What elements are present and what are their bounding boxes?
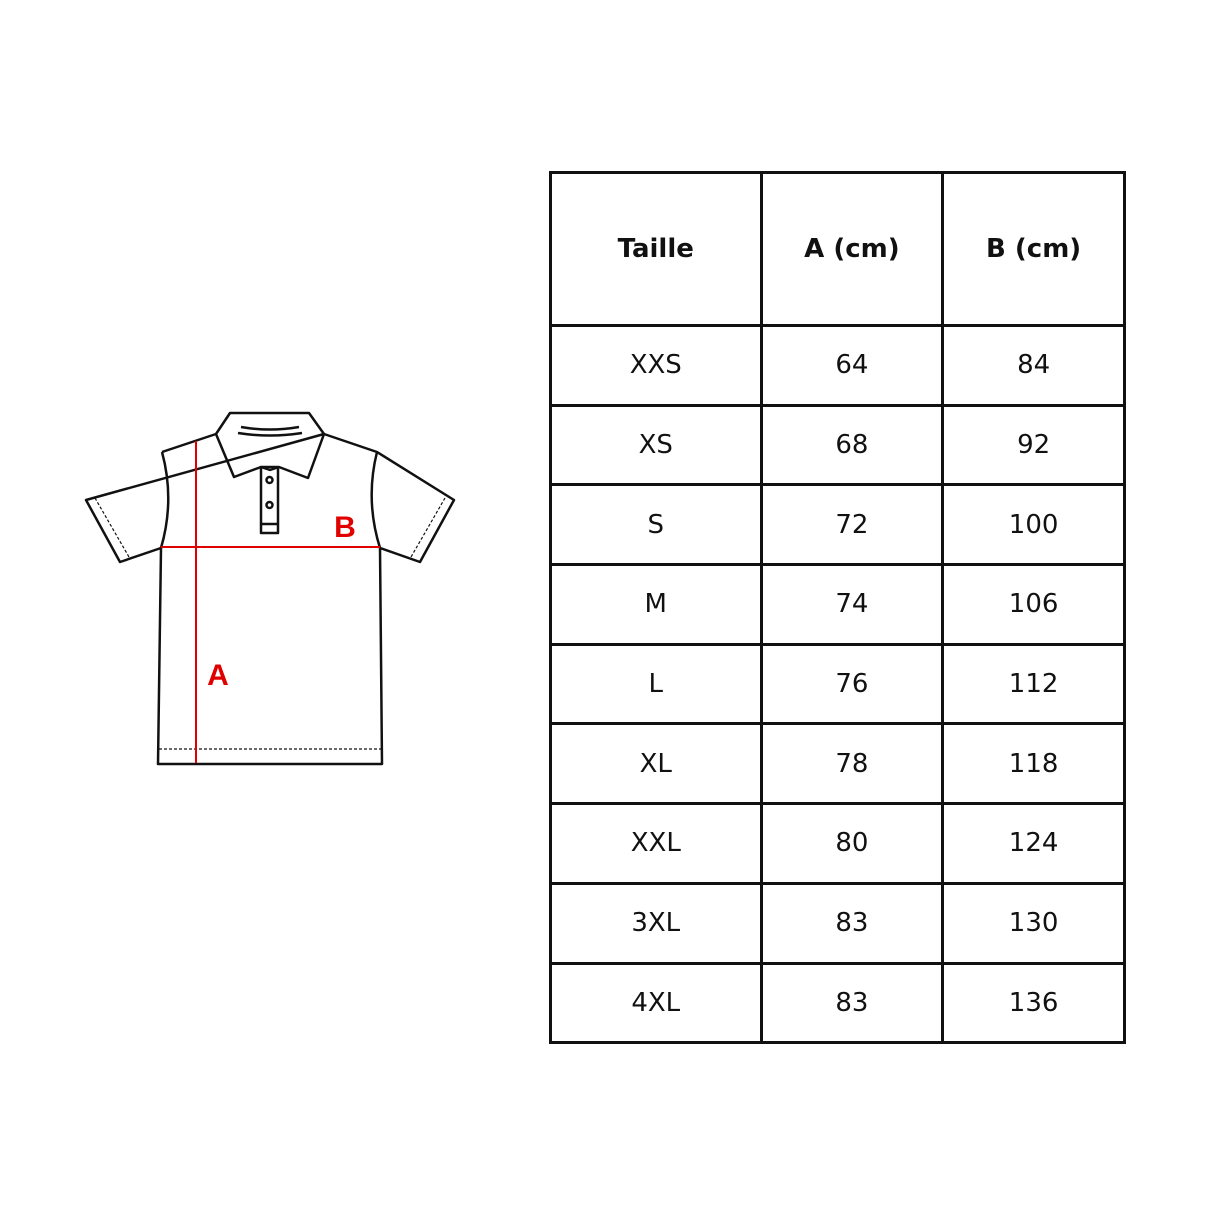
cell-b-value: 106 <box>941 563 1126 646</box>
cell-a-value: 68 <box>759 403 945 487</box>
cell-b-value: 124 <box>941 802 1126 885</box>
stitch-lines <box>94 497 446 750</box>
cell-size: M <box>549 563 763 646</box>
cell-size: 4XL <box>549 961 763 1045</box>
label-b: B <box>334 511 356 544</box>
cell-size: XS <box>549 403 763 487</box>
cell-a-value: 64 <box>759 324 945 407</box>
table-row: 3XL 83 130 <box>549 881 1126 965</box>
table-row: S 72 100 <box>549 483 1126 567</box>
cell-a-value: 74 <box>759 563 945 646</box>
cell-a-value: 80 <box>759 802 945 885</box>
table-row: XXL 80 124 <box>549 802 1126 885</box>
header-a: A (cm) <box>759 171 945 327</box>
cell-a-value: 72 <box>759 483 945 567</box>
measure-lines <box>161 441 380 763</box>
table-header-row: Taille A (cm) B (cm) <box>549 171 1126 327</box>
table-row: M 74 106 <box>549 563 1126 646</box>
table-row: XL 78 118 <box>549 722 1126 806</box>
cell-b-value: 130 <box>941 881 1126 965</box>
shirt-outline <box>84 411 456 766</box>
cell-size: XL <box>549 722 763 806</box>
cell-b-value: 136 <box>941 961 1126 1045</box>
cell-size: L <box>549 642 763 726</box>
cell-b-value: 112 <box>941 642 1126 726</box>
cell-b-value: 84 <box>941 324 1126 407</box>
cell-a-value: 83 <box>759 961 945 1045</box>
label-a: A <box>207 659 229 692</box>
table-row: 4XL 83 136 <box>549 961 1126 1045</box>
table-row: XS 68 92 <box>549 403 1126 487</box>
size-chart-table: Taille A (cm) B (cm) XXS 64 84 XS 68 92 S 72 100… <box>549 171 1126 1045</box>
header-taille: Taille <box>549 171 763 327</box>
cell-size: XXS <box>549 324 763 407</box>
table-row: XXS 64 84 <box>549 324 1126 407</box>
cell-size: S <box>549 483 763 567</box>
cell-b-value: 92 <box>941 403 1126 487</box>
cell-size: XXL <box>549 802 763 885</box>
cell-a-value: 76 <box>759 642 945 726</box>
header-b: B (cm) <box>941 171 1126 327</box>
cell-b-value: 118 <box>941 722 1126 806</box>
cell-b-value: 100 <box>941 483 1126 567</box>
cell-a-value: 78 <box>759 722 945 806</box>
cell-a-value: 83 <box>759 881 945 965</box>
table-row: L 76 112 <box>549 642 1126 726</box>
cell-size: 3XL <box>549 881 763 965</box>
